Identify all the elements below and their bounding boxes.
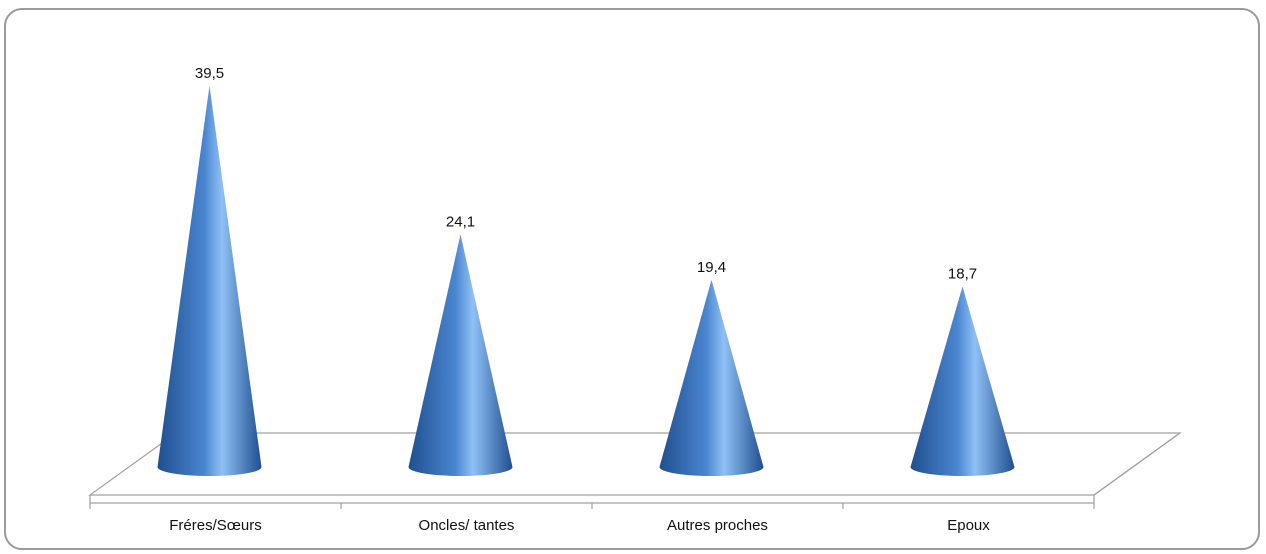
category-labels-group: Fréres/Sœurs Oncles/ tantes Autres proches… bbox=[89, 503, 1095, 534]
data-labels-group: 39,5 24,1 19,4 18,7 bbox=[195, 65, 977, 283]
data-label-1: 39,5 bbox=[195, 65, 224, 82]
cone-body bbox=[910, 286, 1015, 476]
cone-3 bbox=[659, 279, 764, 476]
data-label-3: 19,4 bbox=[697, 259, 726, 276]
cone-1 bbox=[157, 85, 262, 476]
floor-side-right bbox=[1093, 432, 1181, 496]
cone-2 bbox=[408, 234, 513, 476]
data-label-4: 18,7 bbox=[948, 266, 977, 283]
cone-body bbox=[408, 234, 513, 476]
category-label-4: Epoux bbox=[947, 517, 990, 534]
data-label-2: 24,1 bbox=[446, 213, 475, 230]
cone-body bbox=[659, 279, 764, 476]
cone-body bbox=[157, 85, 262, 476]
category-label-1: Fréres/Sœurs bbox=[169, 517, 262, 534]
category-label-2: Oncles/ tantes bbox=[419, 517, 515, 534]
cones-group bbox=[157, 85, 1015, 476]
cone-4 bbox=[910, 286, 1015, 476]
category-label-3: Autres proches bbox=[667, 517, 768, 534]
